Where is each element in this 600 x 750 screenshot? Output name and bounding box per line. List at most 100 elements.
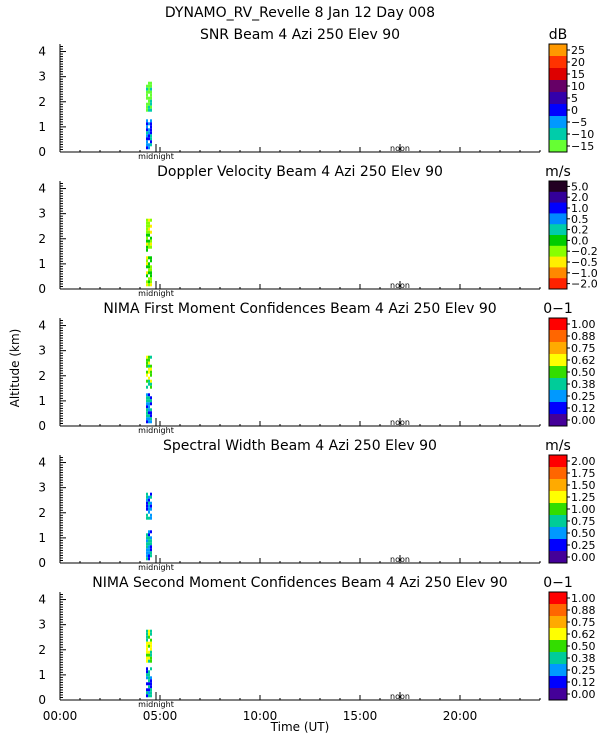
data-cell — [146, 408, 148, 412]
data-cell — [146, 364, 148, 368]
data-cell — [150, 647, 152, 651]
data-cell — [146, 647, 148, 651]
data-cell — [150, 271, 152, 275]
data-cell — [148, 650, 150, 654]
data-cell — [146, 644, 148, 648]
data-cell — [146, 670, 148, 674]
colorbar-label: 0.0 — [571, 234, 589, 247]
data-cell — [146, 676, 148, 680]
data-cell — [150, 638, 152, 642]
data-cell — [148, 256, 150, 260]
colorbar-swatch — [549, 455, 567, 468]
data-cell — [150, 236, 152, 240]
colorbar-swatch — [549, 224, 567, 236]
data-cell — [148, 641, 150, 645]
colorbar-swatch — [549, 202, 567, 214]
data-cell — [148, 87, 150, 91]
data-cell — [148, 376, 150, 380]
data-cell — [150, 399, 152, 403]
data-cell — [150, 688, 152, 692]
colorbar-label: 0.88 — [571, 330, 596, 343]
data-cell — [150, 373, 152, 377]
colorbar-swatch — [549, 628, 567, 641]
data-cell — [146, 539, 148, 543]
data-cell — [148, 128, 150, 132]
colorbar-swatch — [549, 140, 567, 153]
data-cell — [146, 361, 148, 365]
data-cell — [146, 236, 148, 240]
data-cell — [150, 379, 152, 383]
data-cell — [150, 108, 152, 112]
data-cell — [148, 551, 150, 555]
data-cell — [150, 140, 152, 144]
data-cell — [148, 653, 150, 657]
data-cell — [150, 417, 152, 421]
data-cell — [146, 248, 148, 252]
data-cell — [148, 504, 150, 508]
data-cell — [146, 554, 148, 558]
data-cell — [150, 656, 152, 660]
data-cell — [150, 545, 152, 549]
data-cell — [148, 676, 150, 680]
y-tick-label: 2 — [38, 95, 46, 109]
colorbar-label: −0.2 — [571, 245, 598, 258]
data-cell — [146, 143, 148, 147]
colorbar-swatch — [549, 378, 567, 391]
data-cell — [150, 694, 152, 698]
data-cell — [150, 507, 152, 511]
colorbar-label: 0.00 — [571, 414, 596, 427]
data-cell — [148, 507, 150, 511]
colorbar-swatch — [549, 515, 567, 528]
colorbar-label: 0.88 — [571, 604, 596, 617]
colorbar-label: 10 — [571, 80, 585, 93]
colorbar-swatch — [549, 527, 567, 540]
midnight-label: midnight — [138, 700, 174, 709]
data-cell — [146, 659, 148, 663]
data-cell — [148, 146, 150, 150]
data-cell — [150, 629, 152, 633]
data-cell — [148, 227, 150, 231]
colorbar-label: 1.00 — [571, 318, 596, 331]
data-cell — [150, 134, 152, 138]
data-cell — [146, 280, 148, 284]
data-cell — [146, 242, 148, 246]
data-cell — [150, 492, 152, 496]
colorbar-swatch — [549, 330, 567, 343]
colorbar-swatch — [549, 414, 567, 427]
data-cell — [146, 551, 148, 555]
colorbar-swatch — [549, 366, 567, 379]
data-cell — [148, 679, 150, 683]
colorbar-swatch — [549, 640, 567, 653]
colorbar-label: 0.75 — [571, 342, 596, 355]
data-cell — [146, 516, 148, 520]
colorbar-label: 0 — [571, 104, 578, 117]
data-cell — [146, 492, 148, 496]
x-tick-label: 15:00 — [343, 709, 378, 723]
data-cell — [146, 259, 148, 263]
panel-5: 0 1 2 3 4 00:00 05:00 10:00 15:00 20:00 midnight no… — [38, 575, 595, 723]
colorbar-label: −15 — [571, 140, 594, 153]
noon-label: noon — [390, 692, 410, 701]
data-cell — [148, 361, 150, 365]
data-cell — [150, 224, 152, 228]
colorbar-swatch — [549, 256, 567, 268]
data-cell — [148, 268, 150, 272]
colorbar-label: −1.0 — [571, 267, 598, 280]
data-cell — [146, 224, 148, 228]
data-cell — [148, 644, 150, 648]
data-cell — [146, 667, 148, 671]
panel-title: Spectral Width Beam 4 Azi 250 Elev 90 — [163, 438, 437, 454]
data-cell — [148, 659, 150, 663]
data-cell — [148, 105, 150, 109]
data-cell — [150, 283, 152, 287]
colorbar-swatch — [549, 551, 567, 564]
data-cell — [146, 265, 148, 269]
data-cell — [146, 536, 148, 540]
x-tick-label: 05:00 — [143, 709, 178, 723]
data-cell — [146, 218, 148, 222]
data-cell — [150, 676, 152, 680]
colorbar-label: 0.00 — [571, 551, 596, 564]
data-cell — [146, 283, 148, 287]
data-cell — [150, 679, 152, 683]
